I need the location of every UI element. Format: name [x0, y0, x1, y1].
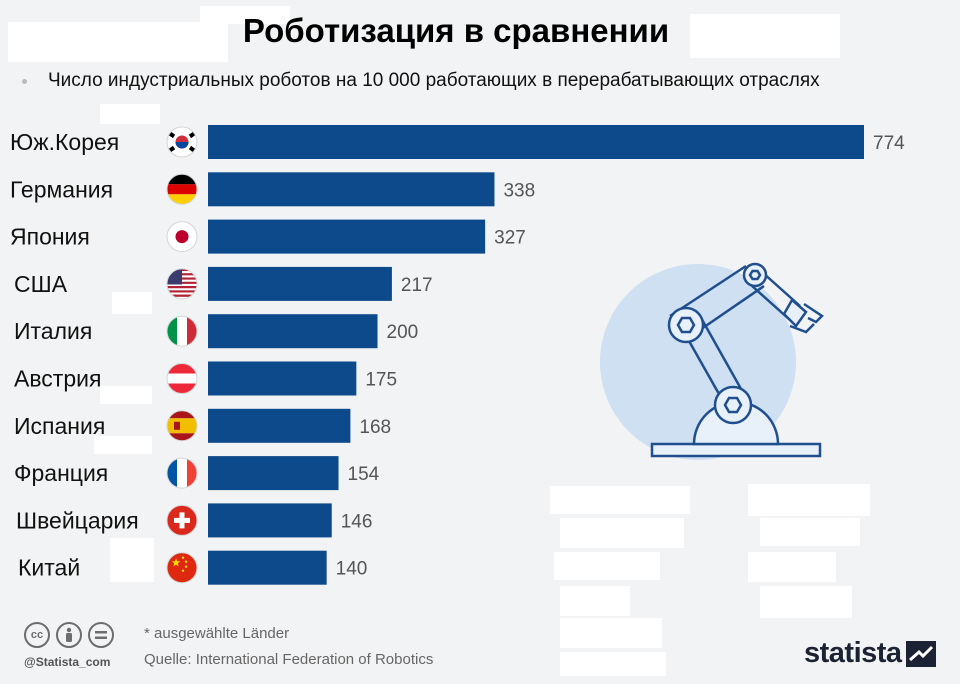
- value-label: 327: [494, 228, 526, 249]
- value-label: 140: [336, 559, 368, 580]
- statista-handle[interactable]: @Statista_com: [24, 655, 111, 669]
- value-label: 146: [341, 511, 373, 532]
- nd-icon[interactable]: [88, 622, 114, 648]
- subtitle-bullet-icon: [22, 79, 27, 84]
- value-label: 154: [348, 464, 380, 485]
- china-flag-icon: [166, 552, 198, 584]
- austria-flag-icon: [166, 363, 198, 394]
- value-label: 338: [503, 180, 535, 201]
- france-flag-icon: [166, 457, 198, 489]
- license-icons: cc: [24, 622, 114, 648]
- category-label: Китай: [18, 555, 80, 581]
- japan-flag-icon: [166, 221, 198, 253]
- bar: [208, 503, 332, 538]
- italy-flag-icon: [166, 315, 198, 347]
- bar: [208, 125, 864, 159]
- value-label: 774: [873, 133, 905, 154]
- value-label: 217: [401, 275, 433, 296]
- category-label: Япония: [10, 224, 90, 250]
- cc-icon[interactable]: cc: [24, 622, 50, 648]
- category-label: Юж.Корея: [10, 129, 119, 155]
- statista-logo[interactable]: statista: [804, 637, 902, 669]
- category-label: США: [14, 271, 68, 297]
- footnote: * ausgewählte Länder: [144, 625, 290, 642]
- germany-flag-icon: [166, 173, 198, 205]
- usa-flag-icon: [166, 268, 198, 300]
- category-label: Франция: [14, 460, 108, 486]
- category-label: Австрия: [14, 366, 101, 392]
- category-label: Швейцария: [16, 507, 139, 533]
- bar: [208, 456, 339, 491]
- bar: [208, 408, 351, 443]
- category-label: Германия: [10, 176, 113, 202]
- bar: [208, 266, 392, 301]
- bar: [208, 550, 327, 585]
- south-korea-flag-icon: [166, 126, 198, 158]
- bar: [208, 314, 378, 349]
- chart-subtitle: Число индустриальных роботов на 10 000 р…: [48, 70, 820, 91]
- value-label: 175: [365, 370, 397, 391]
- category-label: Испания: [14, 413, 105, 439]
- switzerland-flag-icon: [166, 504, 198, 536]
- category-label: Италия: [14, 318, 92, 344]
- bar: [208, 361, 357, 396]
- source-note: Quelle: International Federation of Robo…: [144, 651, 434, 668]
- statista-logo-mark-icon: [906, 641, 936, 667]
- bar-chart: Юж.Корея 774 Германия 338 Япония 327 США 217 Ита…: [10, 125, 905, 585]
- value-label: 200: [387, 322, 419, 343]
- spain-flag-icon: [166, 410, 198, 442]
- robot-arm-illustration: [600, 262, 824, 460]
- chart-title: Роботизация в сравнении: [242, 12, 670, 49]
- by-icon[interactable]: [56, 622, 82, 648]
- bar: [208, 219, 486, 254]
- value-label: 168: [359, 417, 391, 438]
- bar: [208, 172, 495, 207]
